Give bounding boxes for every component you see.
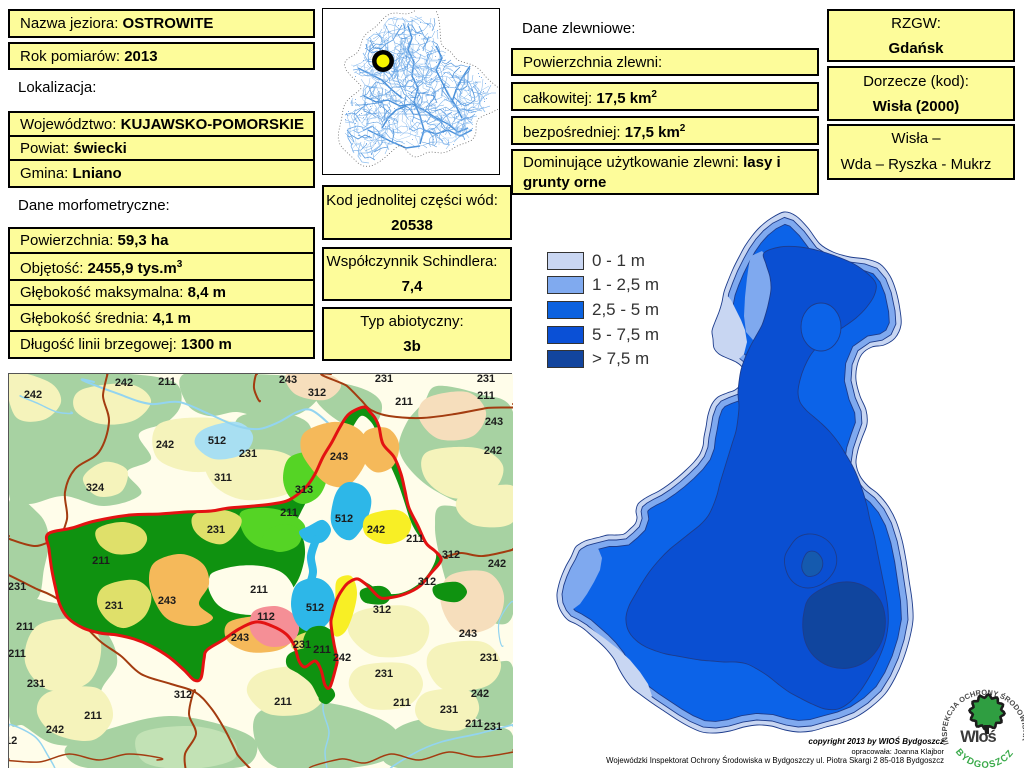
svg-text:512: 512 (208, 435, 226, 447)
svg-text:211: 211 (9, 648, 26, 660)
svg-text:312: 312 (373, 604, 391, 616)
svg-text:231: 231 (440, 704, 458, 716)
svg-text:243: 243 (158, 595, 176, 607)
svg-text:243: 243 (279, 374, 297, 386)
svg-text:242: 242 (471, 688, 489, 700)
svg-text:231: 231 (293, 639, 311, 651)
svg-text:WIoś: WIoś (960, 728, 996, 746)
svg-text:231: 231 (207, 524, 225, 536)
svg-text:312: 312 (442, 549, 460, 561)
svg-text:324: 324 (86, 482, 105, 494)
svg-text:242: 242 (24, 389, 42, 401)
svg-text:312: 312 (418, 576, 436, 588)
svg-text:312: 312 (9, 735, 17, 747)
svg-text:211: 211 (250, 584, 268, 596)
svg-text:243: 243 (459, 628, 477, 640)
svg-text:313: 313 (295, 484, 313, 496)
svg-text:311: 311 (214, 472, 232, 484)
svg-text:243: 243 (231, 632, 249, 644)
svg-text:211: 211 (92, 555, 110, 567)
svg-text:211: 211 (313, 644, 331, 656)
svg-text:211: 211 (395, 396, 413, 408)
svg-text:512: 512 (306, 602, 324, 614)
svg-text:231: 231 (9, 581, 26, 593)
svg-text:242: 242 (46, 724, 64, 736)
svg-text:231: 231 (239, 448, 257, 460)
svg-text:231: 231 (27, 678, 45, 690)
svg-text:231: 231 (477, 374, 495, 385)
svg-text:242: 242 (488, 558, 506, 570)
svg-text:211: 211 (477, 390, 495, 402)
svg-text:211: 211 (16, 621, 34, 633)
svg-text:242: 242 (115, 377, 133, 389)
svg-text:231: 231 (105, 600, 123, 612)
svg-text:242: 242 (156, 439, 174, 451)
svg-text:243: 243 (485, 416, 503, 428)
svg-text:231: 231 (375, 668, 393, 680)
svg-text:242: 242 (333, 652, 351, 664)
svg-text:211: 211 (158, 376, 176, 388)
svg-text:512: 512 (335, 513, 353, 525)
svg-text:312: 312 (174, 689, 192, 701)
svg-text:211: 211 (280, 507, 298, 519)
svg-text:242: 242 (484, 445, 502, 457)
svg-text:211: 211 (465, 718, 483, 730)
svg-text:231: 231 (484, 721, 502, 733)
svg-text:211: 211 (393, 697, 411, 709)
svg-text:211: 211 (84, 710, 102, 722)
svg-text:112: 112 (257, 611, 275, 623)
svg-text:211: 211 (274, 696, 292, 708)
svg-text:312: 312 (308, 387, 326, 399)
svg-text:BYDGOSZCZ: BYDGOSZCZ (953, 747, 1016, 768)
svg-text:231: 231 (375, 374, 393, 385)
svg-text:211: 211 (406, 533, 424, 545)
svg-text:243: 243 (330, 451, 348, 463)
svg-text:242: 242 (367, 524, 385, 536)
svg-text:231: 231 (480, 652, 498, 664)
